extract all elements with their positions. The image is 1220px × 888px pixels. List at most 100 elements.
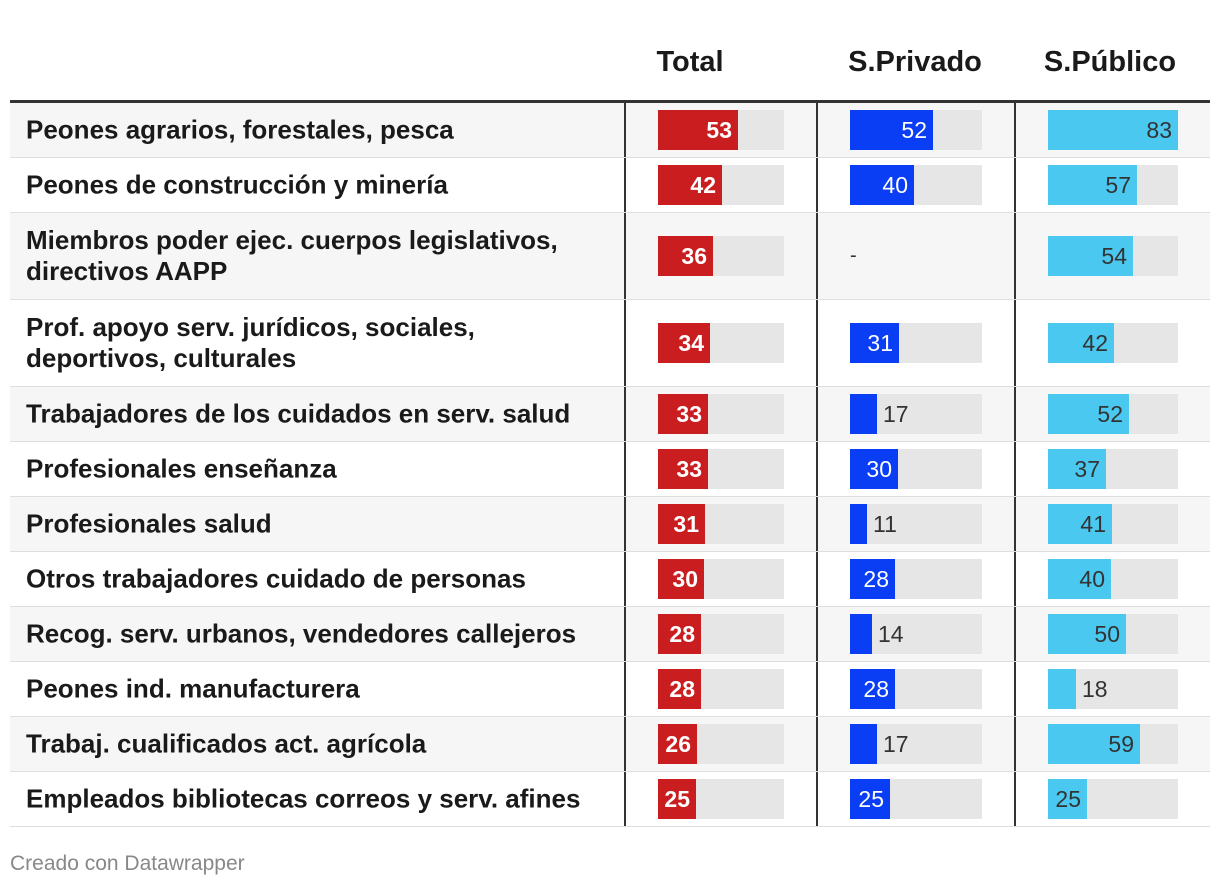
bar-cell-total: 25 xyxy=(658,779,784,819)
bar-cell-publico: 54 xyxy=(1048,236,1178,276)
bar-cell-total: 28 xyxy=(658,669,784,709)
bar-value-publico: 25 xyxy=(1055,786,1081,812)
row-label: Peones agrarios, forestales, pesca xyxy=(26,114,454,145)
bar-value-publico: 18 xyxy=(1082,676,1108,702)
column-divider xyxy=(624,158,626,212)
column-header-privado: S.Privado xyxy=(848,46,982,78)
bar-privado xyxy=(850,449,898,489)
bar-value-publico: 50 xyxy=(1094,621,1120,647)
bar-publico xyxy=(1048,110,1178,150)
bar-cell-total: 34 xyxy=(658,323,784,363)
bar-publico xyxy=(1048,669,1076,709)
column-divider xyxy=(816,717,818,771)
bar-value-privado: 28 xyxy=(863,676,889,702)
bar-publico xyxy=(1048,449,1106,489)
bar-cell-total: 53 xyxy=(658,110,784,150)
column-divider xyxy=(816,662,818,716)
column-divider xyxy=(816,497,818,551)
table-row: Profesionales salud 31 11 41 xyxy=(10,497,1210,552)
column-divider xyxy=(816,442,818,496)
bar-value-publico: 57 xyxy=(1105,172,1131,198)
bar-cell-publico: 83 xyxy=(1048,110,1178,150)
bar-cell-privado: 28 xyxy=(850,669,982,709)
bar-value-total: 34 xyxy=(678,330,704,356)
bar-publico xyxy=(1048,614,1126,654)
column-divider xyxy=(816,158,818,212)
missing-value-privado: - xyxy=(850,244,857,267)
bar-value-total: 33 xyxy=(676,456,702,482)
bar-total xyxy=(658,779,696,819)
table-row: Peones de construcción y minería 42 40 57 xyxy=(10,158,1210,213)
bar-publico xyxy=(1048,779,1087,819)
table-body: Peones agrarios, forestales, pesca 53 52 83… xyxy=(10,103,1210,827)
row-label: Otros trabajadores cuidado de personas xyxy=(26,563,526,594)
table-row: Prof. apoyo serv. jurídicos, sociales, d… xyxy=(10,300,1210,387)
row-label: Prof. apoyo serv. jurídicos, sociales, d… xyxy=(26,312,475,373)
bar-cell-total: 33 xyxy=(658,394,784,434)
column-divider xyxy=(1014,772,1016,826)
bar-value-privado: 52 xyxy=(901,117,927,143)
column-divider xyxy=(624,442,626,496)
bar-total xyxy=(658,614,701,654)
bar-cell-publico: 50 xyxy=(1048,614,1178,654)
bar-cell-privado: 25 xyxy=(850,779,982,819)
bar-total xyxy=(658,165,722,205)
bar-value-privado: 17 xyxy=(883,731,909,757)
column-divider xyxy=(1014,497,1016,551)
bar-total xyxy=(658,669,701,709)
table-row: Empleados bibliotecas correos y serv. af… xyxy=(10,772,1210,827)
bar-privado xyxy=(850,559,895,599)
bar-privado xyxy=(850,504,867,544)
column-divider xyxy=(624,772,626,826)
bar-cell-privado: 52 xyxy=(850,110,982,150)
bar-privado xyxy=(850,669,895,709)
bar-cell-privado: 28 xyxy=(850,559,982,599)
bar-cell-total: 33 xyxy=(658,449,784,489)
bar-cell-publico: 57 xyxy=(1048,165,1178,205)
bar-cell-total: 31 xyxy=(658,504,784,544)
column-divider xyxy=(624,213,626,299)
bar-privado xyxy=(850,165,914,205)
column-divider xyxy=(1014,158,1016,212)
bar-cell-total: 30 xyxy=(658,559,784,599)
column-divider xyxy=(624,497,626,551)
bar-cell-privado: 30 xyxy=(850,449,982,489)
column-divider xyxy=(816,213,818,299)
bar-value-publico: 37 xyxy=(1074,456,1100,482)
bar-total xyxy=(658,449,708,489)
bar-cell-privado: 17 xyxy=(850,394,982,434)
row-label: Profesionales salud xyxy=(26,508,272,539)
column-divider xyxy=(1014,300,1016,386)
bar-total xyxy=(658,110,738,150)
bar-cell-publico: 40 xyxy=(1048,559,1178,599)
bar-value-privado: 11 xyxy=(873,511,897,537)
bar-cell-privado: 40 xyxy=(850,165,982,205)
bar-value-privado: 31 xyxy=(867,330,893,356)
bar-value-total: 36 xyxy=(681,243,707,269)
column-divider xyxy=(816,552,818,606)
bar-value-total: 31 xyxy=(673,511,699,537)
bar-cell-publico: 42 xyxy=(1048,323,1178,363)
datawrapper-credit[interactable]: Creado con Datawrapper xyxy=(10,852,245,875)
bar-cell-publico: 25 xyxy=(1048,779,1178,819)
bar-publico xyxy=(1048,559,1111,599)
bar-value-total: 25 xyxy=(664,786,690,812)
bar-privado xyxy=(850,110,933,150)
bar-cell-publico: 59 xyxy=(1048,724,1178,764)
bar-cell-privado: 11 xyxy=(850,504,982,544)
bar-publico xyxy=(1048,165,1137,205)
bar-publico xyxy=(1048,504,1112,544)
table-row: Profesionales enseñanza 33 30 37 xyxy=(10,442,1210,497)
column-divider xyxy=(624,387,626,441)
table-row: Peones ind. manufacturera 28 28 18 xyxy=(10,662,1210,717)
bar-track xyxy=(850,614,982,654)
bar-cell-privado: 31 xyxy=(850,323,982,363)
bar-total xyxy=(658,559,704,599)
column-divider xyxy=(1014,662,1016,716)
column-divider xyxy=(1014,103,1016,157)
bar-privado xyxy=(850,724,877,764)
bar-value-publico: 41 xyxy=(1080,511,1106,537)
row-label: Profesionales enseñanza xyxy=(26,453,337,484)
column-divider xyxy=(624,607,626,661)
bar-cell-publico: 18 xyxy=(1048,669,1178,709)
